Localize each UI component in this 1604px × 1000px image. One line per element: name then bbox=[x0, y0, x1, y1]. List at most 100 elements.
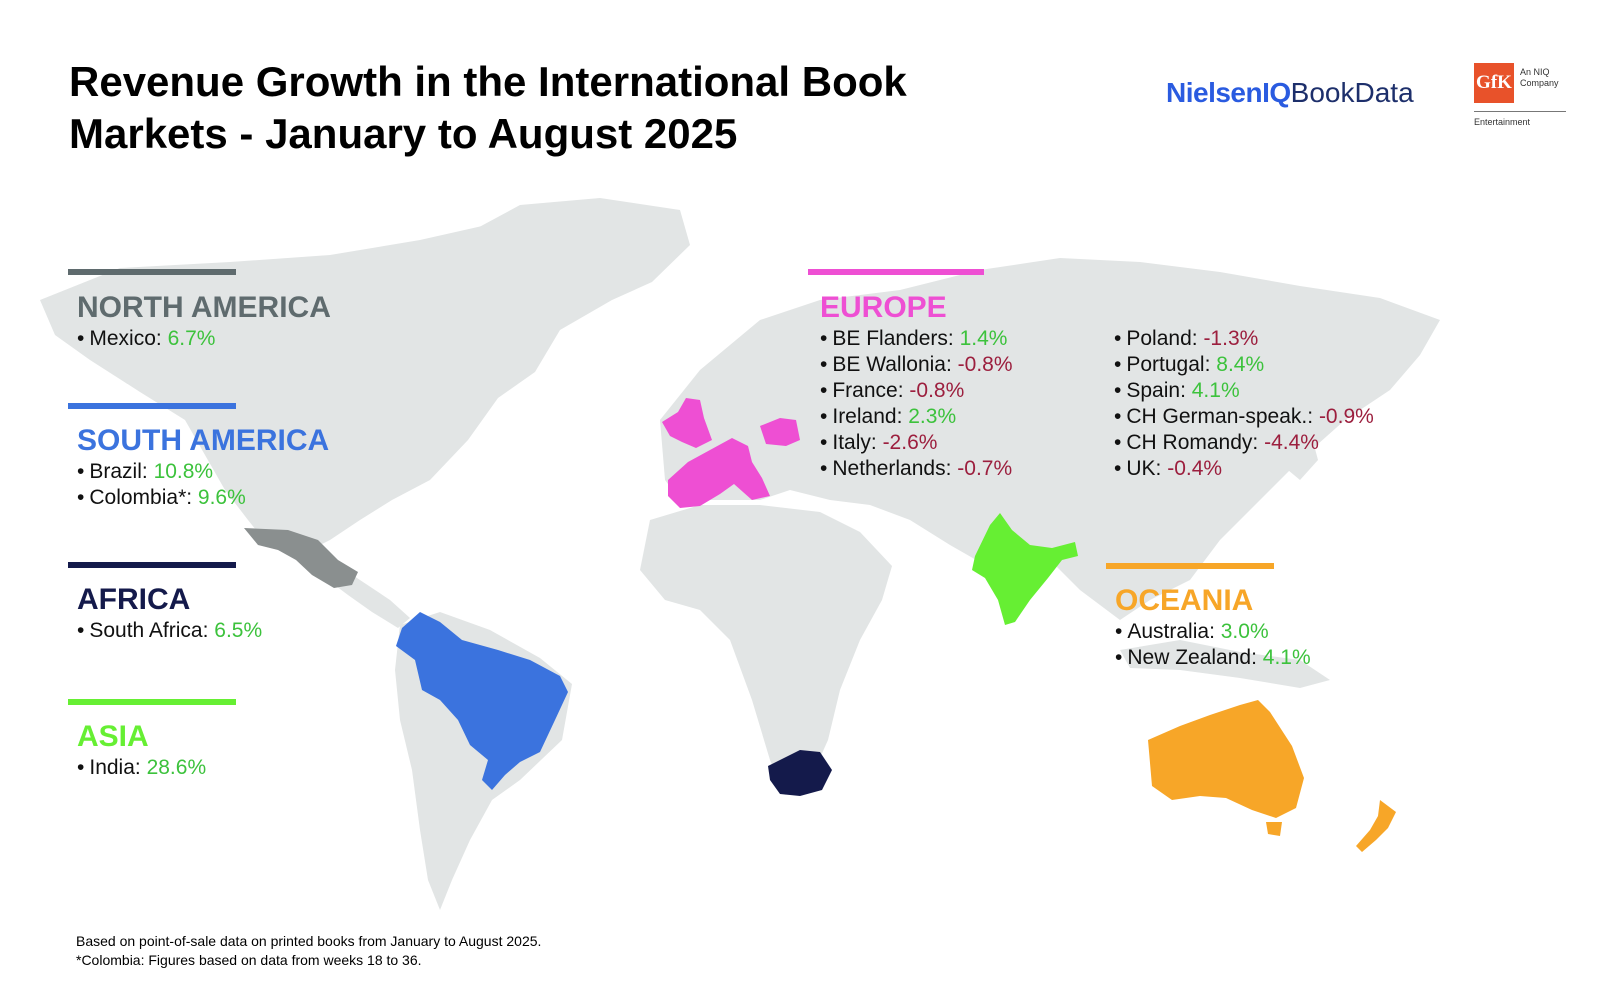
region-name: AFRICA bbox=[77, 583, 191, 616]
country-label: Brazil: bbox=[89, 460, 148, 483]
list-item: • CH German-speak.: -0.9% bbox=[1114, 405, 1374, 428]
growth-value: 3.0% bbox=[1220, 620, 1269, 643]
growth-value: 28.6% bbox=[146, 756, 207, 779]
country-label: Colombia*: bbox=[89, 486, 193, 509]
growth-value: -0.7% bbox=[957, 457, 1013, 480]
region-list: • India: 28.6% bbox=[68, 755, 206, 781]
list-item: • CH Romandy: -4.4% bbox=[1114, 431, 1319, 454]
asia-bar bbox=[68, 699, 236, 705]
growth-value: -1.3% bbox=[1203, 327, 1259, 350]
eurasia-land bbox=[660, 258, 1440, 620]
list-item: • UK: -0.4% bbox=[1114, 457, 1223, 480]
country-label: CH Romandy: bbox=[1126, 431, 1259, 454]
region-asia: ASIA • India: 28.6% bbox=[68, 719, 206, 781]
colombia-brazil-shape bbox=[396, 612, 568, 790]
list-item: • Portugal: 8.4% bbox=[1114, 353, 1265, 376]
country-label: UK: bbox=[1126, 457, 1162, 480]
region-list: • Brazil: 10.8% • Colombia*: 9.6% bbox=[68, 459, 329, 511]
western-europe-shape bbox=[668, 438, 770, 508]
country-label: South Africa: bbox=[89, 619, 209, 642]
southeast-asia-islands bbox=[1120, 640, 1330, 688]
region-name: ASIA bbox=[77, 720, 149, 753]
africa-bar bbox=[68, 562, 236, 568]
growth-value: -0.8% bbox=[957, 353, 1013, 376]
growth-value: -0.9% bbox=[1318, 405, 1374, 428]
region-africa: AFRICA • South Africa: 6.5% bbox=[68, 582, 262, 644]
bookdata-wordmark: BookData bbox=[1290, 77, 1414, 108]
list-item: • Italy: -2.6% bbox=[820, 431, 938, 454]
list-item: • Australia: 3.0% bbox=[1115, 620, 1269, 643]
growth-value: 10.8% bbox=[153, 460, 214, 483]
footnote-line-2: *Colombia: Figures based on data from we… bbox=[76, 952, 422, 968]
footnote-line-1: Based on point-of-sale data on printed b… bbox=[76, 933, 542, 949]
india-shape bbox=[972, 513, 1078, 625]
growth-value: 6.7% bbox=[167, 327, 216, 350]
gfk-tagline-2: Company bbox=[1520, 78, 1559, 88]
gfk-division: Entertainment bbox=[1474, 117, 1531, 127]
poland-shape bbox=[760, 418, 800, 446]
country-label: Australia: bbox=[1127, 620, 1215, 643]
growth-value: 9.6% bbox=[197, 486, 246, 509]
australia-shape bbox=[1148, 700, 1304, 818]
country-label: India: bbox=[89, 756, 141, 779]
growth-value: 1.4% bbox=[959, 327, 1008, 350]
list-item: • Spain: 4.1% bbox=[1114, 379, 1240, 402]
list-item: • India: 28.6% bbox=[77, 756, 207, 779]
country-label: Italy: bbox=[832, 431, 877, 454]
europe-column-2: • Poland: -1.3% • Portugal: 8.4% • Spain: 4… bbox=[1110, 326, 1374, 482]
list-item: • South Africa: 6.5% bbox=[77, 619, 263, 642]
list-item: • New Zealand: 4.1% bbox=[1115, 646, 1311, 669]
uk-ireland-shape bbox=[662, 398, 712, 448]
country-label: BE Flanders: bbox=[832, 327, 954, 350]
gfk-divider bbox=[1474, 111, 1566, 112]
list-item: • BE Flanders: 1.4% bbox=[820, 327, 1008, 350]
country-label: New Zealand: bbox=[1127, 646, 1257, 669]
country-label: France: bbox=[832, 379, 904, 402]
oceania-bar bbox=[1106, 563, 1274, 569]
country-label: BE Wallonia: bbox=[832, 353, 952, 376]
europe-bar bbox=[808, 269, 984, 275]
region-europe: EUROPE • BE Flanders: 1.4% • BE Wallonia: … bbox=[811, 290, 1374, 482]
new-zealand-shape bbox=[1356, 800, 1396, 852]
growth-value: 6.5% bbox=[214, 619, 263, 642]
list-item: • Mexico: 6.7% bbox=[77, 327, 216, 350]
country-label: CH German-speak.: bbox=[1126, 405, 1314, 428]
europe-columns: • BE Flanders: 1.4% • BE Wallonia: -0.8% •… bbox=[811, 326, 1374, 482]
list-item: • France: -0.8% bbox=[820, 379, 965, 402]
growth-value: -2.6% bbox=[882, 431, 938, 454]
growth-value: -4.4% bbox=[1264, 431, 1319, 454]
gfk-tagline-1: An NIQ bbox=[1520, 67, 1550, 77]
south-america-bar bbox=[68, 403, 236, 409]
growth-value: 8.4% bbox=[1216, 353, 1265, 376]
list-item: • Colombia*: 9.6% bbox=[77, 486, 246, 509]
footnote: Based on point-of-sale data on printed b… bbox=[76, 932, 541, 970]
region-name: SOUTH AMERICA bbox=[77, 424, 330, 457]
country-label: Portugal: bbox=[1126, 353, 1211, 376]
north-america-bar bbox=[68, 269, 236, 275]
growth-value: 4.1% bbox=[1191, 379, 1240, 402]
title-line-2: Markets - January to August 2025 bbox=[69, 110, 738, 157]
country-label: Spain: bbox=[1126, 379, 1186, 402]
country-label: Poland: bbox=[1126, 327, 1198, 350]
growth-value: -0.4% bbox=[1167, 457, 1223, 480]
gfk-logo: GfK An NIQ Company Entertainment bbox=[1474, 63, 1566, 133]
list-item: • Ireland: 2.3% bbox=[820, 405, 957, 428]
south-africa-shape bbox=[768, 750, 832, 796]
north-america-land bbox=[40, 212, 640, 555]
nielseniq-bookdata-logo: NielsenIQBookData bbox=[1166, 76, 1414, 110]
list-item: • Brazil: 10.8% bbox=[77, 460, 214, 483]
country-label: Netherlands: bbox=[832, 457, 952, 480]
page-title: Revenue Growth in the International Book… bbox=[69, 56, 969, 160]
region-north-america: NORTH AMERICA • Mexico: 6.7% bbox=[68, 290, 331, 352]
europe-column-1: • BE Flanders: 1.4% • BE Wallonia: -0.8% •… bbox=[811, 326, 1110, 482]
greenland-land bbox=[470, 198, 690, 300]
region-south-america: SOUTH AMERICA • Brazil: 10.8% • Colombia*:… bbox=[68, 423, 329, 511]
growth-value: 2.3% bbox=[908, 405, 957, 428]
growth-value: -0.8% bbox=[909, 379, 965, 402]
japan-land bbox=[1288, 430, 1318, 480]
nielseniq-wordmark: NielsenIQ bbox=[1166, 77, 1291, 108]
country-label: Ireland: bbox=[832, 405, 903, 428]
region-list: • Australia: 3.0% • New Zealand: 4.1% bbox=[1106, 619, 1311, 671]
region-list: • South Africa: 6.5% bbox=[68, 618, 262, 644]
